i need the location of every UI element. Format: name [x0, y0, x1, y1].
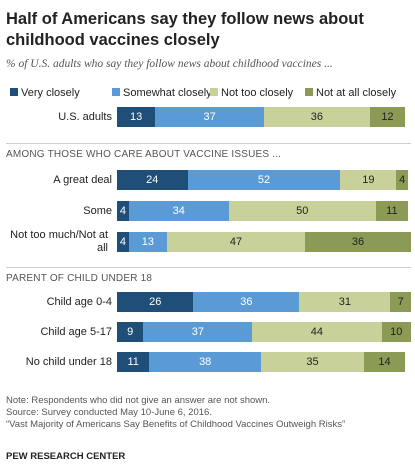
- bar-segment-not-at-all-closely: 36: [305, 232, 411, 252]
- source-organization: PEW RESEARCH CENTER: [6, 451, 126, 462]
- bar-segment-very-closely: 11: [117, 352, 150, 372]
- bar-segment-very-closely: 26: [117, 292, 194, 312]
- bar-segment-somewhat-closely: 36: [193, 292, 300, 312]
- legend-swatch-not-too-closely: [210, 88, 218, 96]
- bar-segment-very-closely: 4: [117, 201, 129, 221]
- bar-segment-somewhat-closely: 52: [187, 170, 341, 190]
- section-label: AMONG THOSE WHO CARE ABOUT VACCINE ISSUE…: [6, 149, 282, 160]
- footer-report: “Vast Majority of Americans Say Benefits…: [6, 419, 346, 430]
- bar-segment-not-too-closely: 47: [166, 232, 306, 252]
- bar-segment-somewhat-closely: 37: [155, 107, 264, 127]
- legend: Very closely Somewhat closely Not too cl…: [0, 87, 415, 101]
- bar-segment-not-too-closely: 19: [340, 170, 397, 190]
- bar-segment-somewhat-closely: 37: [143, 322, 253, 342]
- section-divider: [6, 267, 411, 268]
- legend-label-not-at-all-closely: Not at all closely: [316, 87, 397, 99]
- bar-segment-not-too-closely: 35: [261, 352, 364, 372]
- bar-segment-not-too-closely: 44: [252, 322, 382, 342]
- bar-segment-very-closely: 24: [117, 170, 188, 190]
- bar-segment-not-at-all-closely: 12: [369, 107, 406, 127]
- bar-segment-not-at-all-closely: 14: [363, 352, 406, 372]
- legend-item-not-too-closely: Not too closely: [210, 87, 293, 99]
- bar-not-too-much-not-at-all: 4 13 47 36: [117, 232, 411, 252]
- footer-note: Note: Respondents who did not give an an…: [6, 395, 271, 406]
- legend-label-not-too-closely: Not too closely: [221, 87, 294, 99]
- bar-segment-not-too-closely: 36: [263, 107, 370, 127]
- section-divider: [6, 143, 411, 144]
- bar-child-age-0-4: 26 36 31 7: [117, 292, 411, 312]
- bar-segment-somewhat-closely: 38: [149, 352, 262, 372]
- bar-u-s-adults: 13 37 36 12: [117, 107, 406, 127]
- row-label-a-great-deal: A great deal: [53, 173, 112, 186]
- row-label-some: Some: [83, 204, 112, 217]
- footer-source: Source: Survey conducted May 10-June 6, …: [6, 407, 212, 418]
- bar-segment-not-at-all-closely: 10: [381, 322, 411, 342]
- bar-no-child-under-18: 11 38 35 14: [117, 352, 406, 372]
- legend-item-very-closely: Very closely: [10, 87, 80, 99]
- bar-segment-very-closely: 4: [117, 232, 129, 252]
- bar-segment-somewhat-closely: 13: [128, 232, 167, 252]
- bar-child-age-5-17: 9 37 44 10: [117, 322, 411, 342]
- bar-segment-very-closely: 13: [117, 107, 156, 127]
- row-label-child-age-0-4: Child age 0-4: [46, 295, 112, 308]
- bar-segment-not-too-closely: 31: [299, 292, 391, 312]
- legend-item-not-at-all-closely: Not at all closely: [305, 87, 396, 99]
- bar-segment-not-at-all-closely: 4: [396, 170, 409, 190]
- chart-title: Half of Americans say they follow news a…: [6, 10, 364, 49]
- legend-label-somewhat-closely: Somewhat closely: [123, 87, 212, 99]
- section-label: PARENT OF CHILD UNDER 18: [6, 273, 153, 284]
- chart-subtitle: % of U.S. adults who say they follow new…: [6, 58, 333, 70]
- row-label-u-s-adults: U.S. adults: [58, 110, 112, 123]
- row-label-not-too-much-not-at-all: Not too much/Not at all: [10, 229, 108, 254]
- bar-segment-not-too-closely: 50: [228, 201, 376, 221]
- bar-segment-very-closely: 9: [117, 322, 144, 342]
- legend-label-very-closely: Very closely: [21, 87, 80, 99]
- legend-swatch-not-at-all-closely: [305, 88, 313, 96]
- bar-a-great-deal: 24 52 19 4: [117, 170, 409, 190]
- bar-segment-not-at-all-closely: 11: [375, 201, 409, 221]
- row-label-child-age-5-17: Child age 5-17: [40, 325, 112, 338]
- bar-segment-not-at-all-closely: 7: [390, 292, 411, 312]
- legend-item-somewhat-closely: Somewhat closely: [112, 87, 212, 99]
- row-label-no-child-under-18: No child under 18: [25, 355, 112, 368]
- bar-some: 4 34 50 11: [117, 201, 409, 221]
- legend-swatch-somewhat-closely: [112, 88, 120, 96]
- legend-swatch-very-closely: [10, 88, 18, 96]
- bar-segment-somewhat-closely: 34: [128, 201, 229, 221]
